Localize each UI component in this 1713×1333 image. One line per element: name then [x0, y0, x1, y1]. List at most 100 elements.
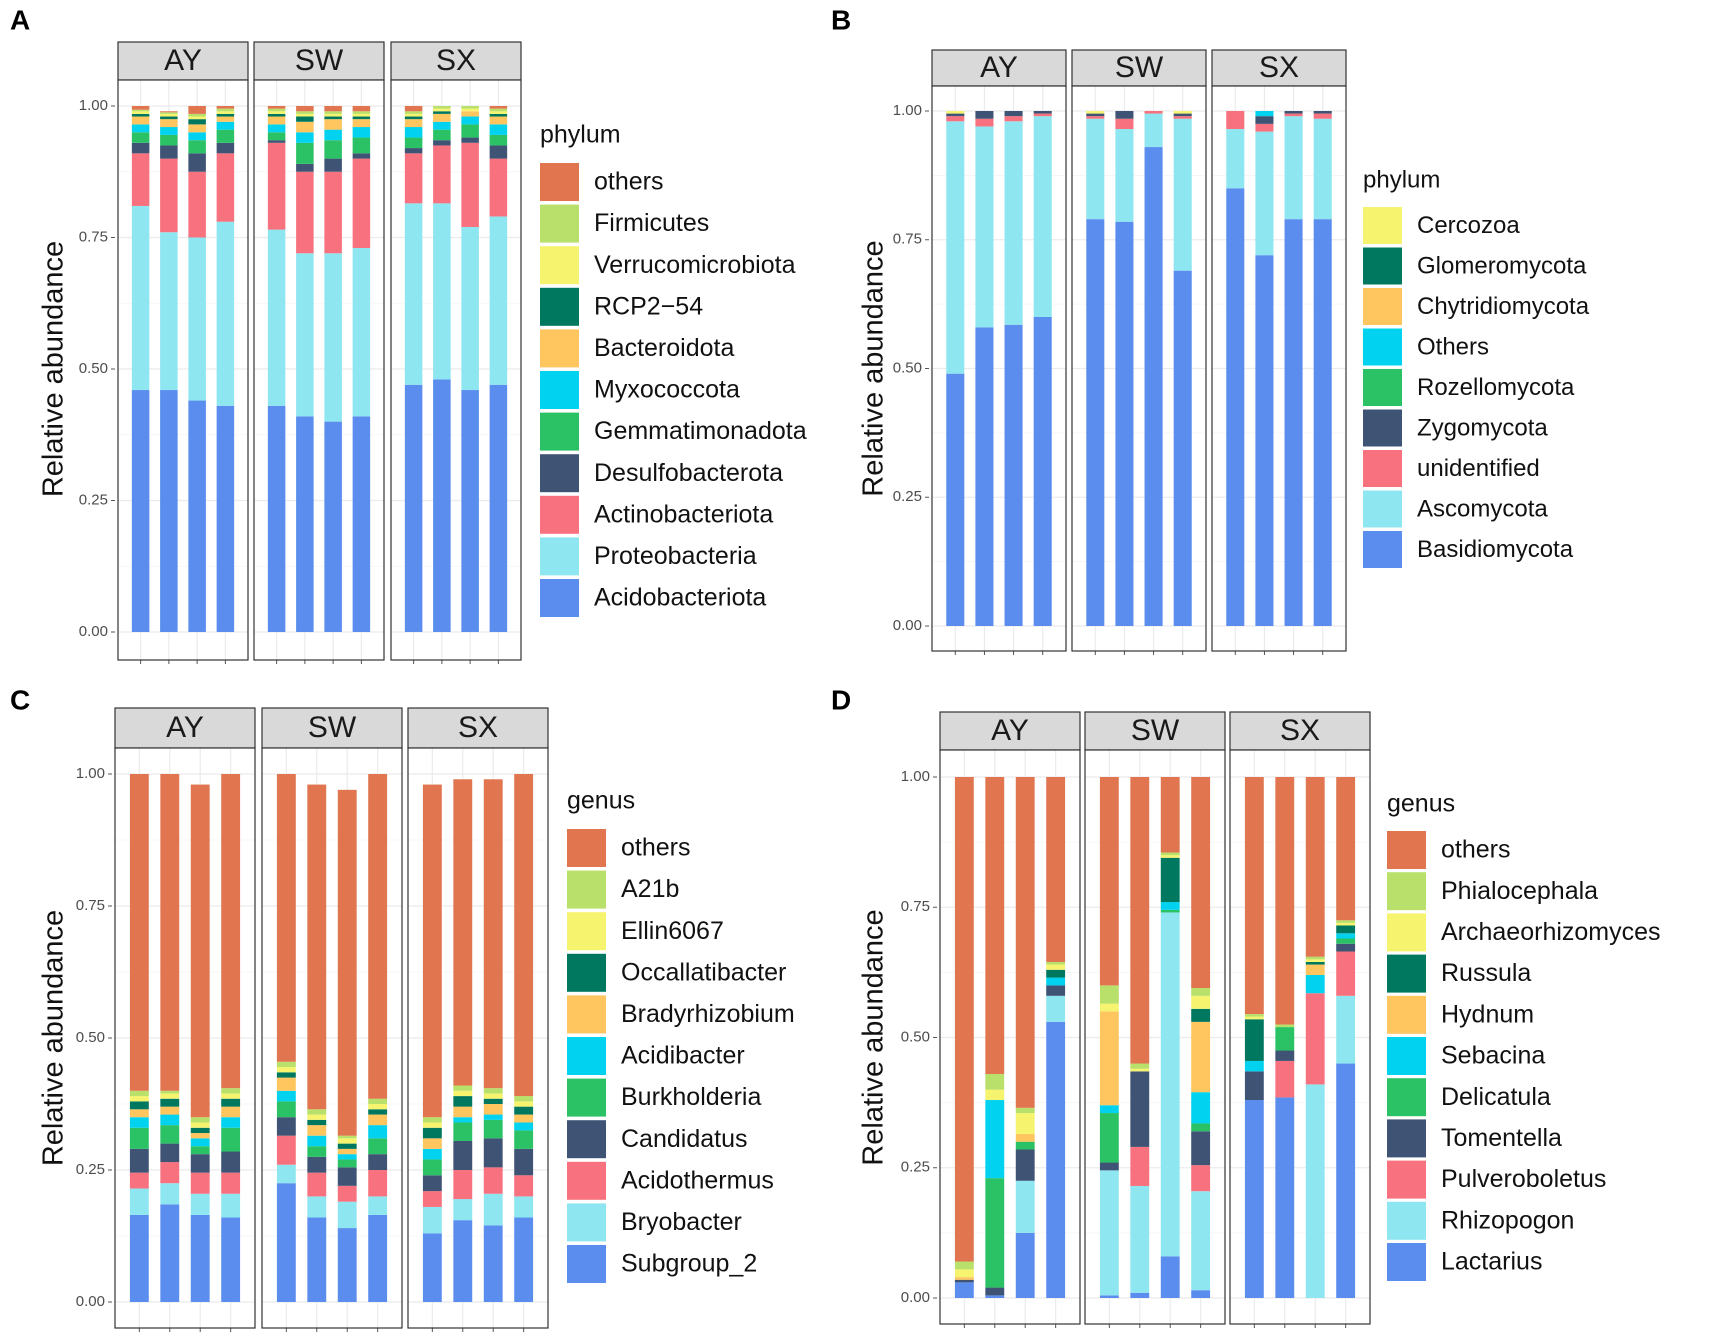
bar-segment-pulveroboletus [1130, 1146, 1150, 1186]
bar-segment-burkholderia [307, 1146, 327, 1157]
bar-sw-1 [276, 774, 296, 1302]
bar-segment-basidiomycota [1226, 188, 1245, 626]
bar-segment-ellin6067 [160, 1093, 180, 1099]
panel-c: C Relative abundance 0.00 0.25 0.50 0.75 1.00 A… [10, 684, 795, 1332]
bar-segment-lactarius [1244, 1100, 1264, 1298]
bar-segment-desulfobacterota [461, 137, 479, 143]
bar-segment-occallatibacter [190, 1127, 210, 1134]
legend-label: Acidobacteriota [594, 584, 766, 612]
bar-segment-ascomycota [1033, 116, 1052, 318]
bar-sw-2 [1115, 111, 1134, 626]
legend-item: Tomentella [1387, 1119, 1562, 1158]
bar-segment-ellin6067 [221, 1093, 241, 1099]
bar-segment-candidatus [368, 1154, 388, 1170]
facet-sx: SX [1211, 49, 1347, 655]
bar-segment-acidothermus [514, 1175, 534, 1197]
legend-swatch [1387, 995, 1426, 1034]
bar-segment-others [1130, 777, 1150, 1064]
bar-segment-verrucomicrobiota [131, 111, 150, 114]
legend-item: Bacteroidota [540, 329, 734, 368]
bar-segment-unidentified [975, 118, 994, 127]
bar-segment-rcp2-54 [296, 116, 314, 122]
bar-segment-tomentella [985, 1287, 1005, 1296]
facet-strip [390, 41, 522, 81]
bar-segment-actinobacteriota [296, 171, 314, 254]
legend-item: A21b [567, 870, 679, 909]
bar-segment-myxococcota [352, 127, 371, 138]
bar-segment-myxococcota [489, 124, 508, 135]
bar-segment-subgroup-2 [514, 1217, 534, 1302]
bar-segment-delicatula [1015, 1141, 1035, 1150]
legend-item: Chytridiomycota [1363, 288, 1590, 325]
bar-segment-burkholderia [160, 1125, 180, 1144]
legend: genus others A21b Ellin6067 Occallatibacter B… [567, 787, 795, 1283]
panel-b: B Relative abundance 0.00 0.25 0.50 0.75 1.00 A… [831, 4, 1590, 655]
legend-swatch [540, 204, 579, 243]
bar-segment-basidiomycota [975, 327, 994, 626]
facet-label: AY [166, 711, 204, 744]
bar-segment-acidibacter [337, 1154, 357, 1160]
legend-item: Desulfobacterota [540, 454, 783, 493]
bar-segment-bryobacter [514, 1196, 534, 1218]
bar-segment-bryobacter [337, 1201, 357, 1229]
bar-segment-phialocephala [1275, 1024, 1295, 1028]
bar-segment-zygomycota [1115, 111, 1134, 119]
facet-ay: AY [117, 41, 249, 664]
facet-sw: SW [253, 41, 385, 664]
bar-segment-hydnum [1099, 1011, 1119, 1106]
bar-segment-ascomycota [946, 121, 965, 374]
bar-segment-acidibacter [453, 1117, 473, 1123]
facet-border [1084, 749, 1226, 1325]
bar-segment-a21b [160, 1090, 180, 1094]
bar-segment-acidibacter [160, 1114, 180, 1126]
y-axis-title: Relative abundance [38, 241, 70, 497]
legend-swatch [567, 1161, 606, 1200]
bar-sw-4 [1173, 111, 1192, 626]
legend-swatch [567, 995, 606, 1034]
bar-segment-archaeorhizomyces [1244, 1016, 1264, 1020]
panel-a: A Relative abundance 0.00 0.25 0.50 0.75 1.00 A… [10, 4, 807, 664]
bar-segment-hydnum [1305, 964, 1325, 975]
y-tick-label: 0.75 [901, 898, 930, 915]
bar-segment-acidothermus [483, 1167, 503, 1194]
legend-swatch [567, 1203, 606, 1242]
bar-segment-others [1275, 777, 1295, 1025]
legend-swatch [1387, 1243, 1426, 1281]
bar-segment-acidobacteriota [433, 379, 451, 632]
bar-segment-a21b [514, 1096, 534, 1102]
bar-segment-zygomycota [946, 113, 965, 117]
bar-segment-acidothermus [190, 1172, 210, 1194]
legend-swatch [540, 329, 579, 368]
panel-letter: B [831, 4, 851, 35]
bar-segment-gemmatimonadota [296, 142, 314, 164]
bar-segment-others [160, 774, 180, 1091]
facet-strip [117, 41, 249, 81]
bar-ay-3 [1015, 777, 1035, 1298]
bar-segment-unidentified [1115, 118, 1134, 130]
facet-sx: SX [390, 41, 522, 664]
bar-segment-others [1336, 777, 1356, 921]
bar-segment-subgroup-2 [307, 1217, 327, 1302]
bar-segment-desulfobacterota [160, 145, 178, 159]
bar-segment-phialocephala [1130, 1063, 1150, 1069]
bar-segment-proteobacteria [404, 203, 423, 385]
bar-segment-rcp2-54 [404, 116, 423, 120]
facet-border [1071, 85, 1207, 652]
bar-sw-3 [324, 106, 342, 632]
bar-segment-ascomycota [1115, 129, 1134, 222]
bar-segment-lactarius [1015, 1232, 1035, 1298]
bar-segment-russula [1305, 961, 1325, 965]
bar-segment-proteobacteria [160, 232, 178, 391]
bar-segment-desulfobacterota [352, 153, 371, 159]
bar-segment-ascomycota [1173, 118, 1192, 271]
bar-segment-firmicutes [160, 112, 178, 114]
bar-segment-subgroup-2 [483, 1225, 503, 1302]
bar-segment-pulveroboletus [1191, 1165, 1211, 1192]
bar-segment-acidibacter [221, 1117, 241, 1128]
legend-label: Bradyrhizobium [621, 1000, 795, 1028]
bar-segment-tomentella [1244, 1071, 1264, 1101]
bar-segment-ellin6067 [514, 1101, 534, 1107]
bar-segment-phialocephala [1046, 961, 1066, 965]
legend-item: Bradyrhizobium [567, 995, 795, 1034]
legend-swatch [1387, 954, 1426, 993]
